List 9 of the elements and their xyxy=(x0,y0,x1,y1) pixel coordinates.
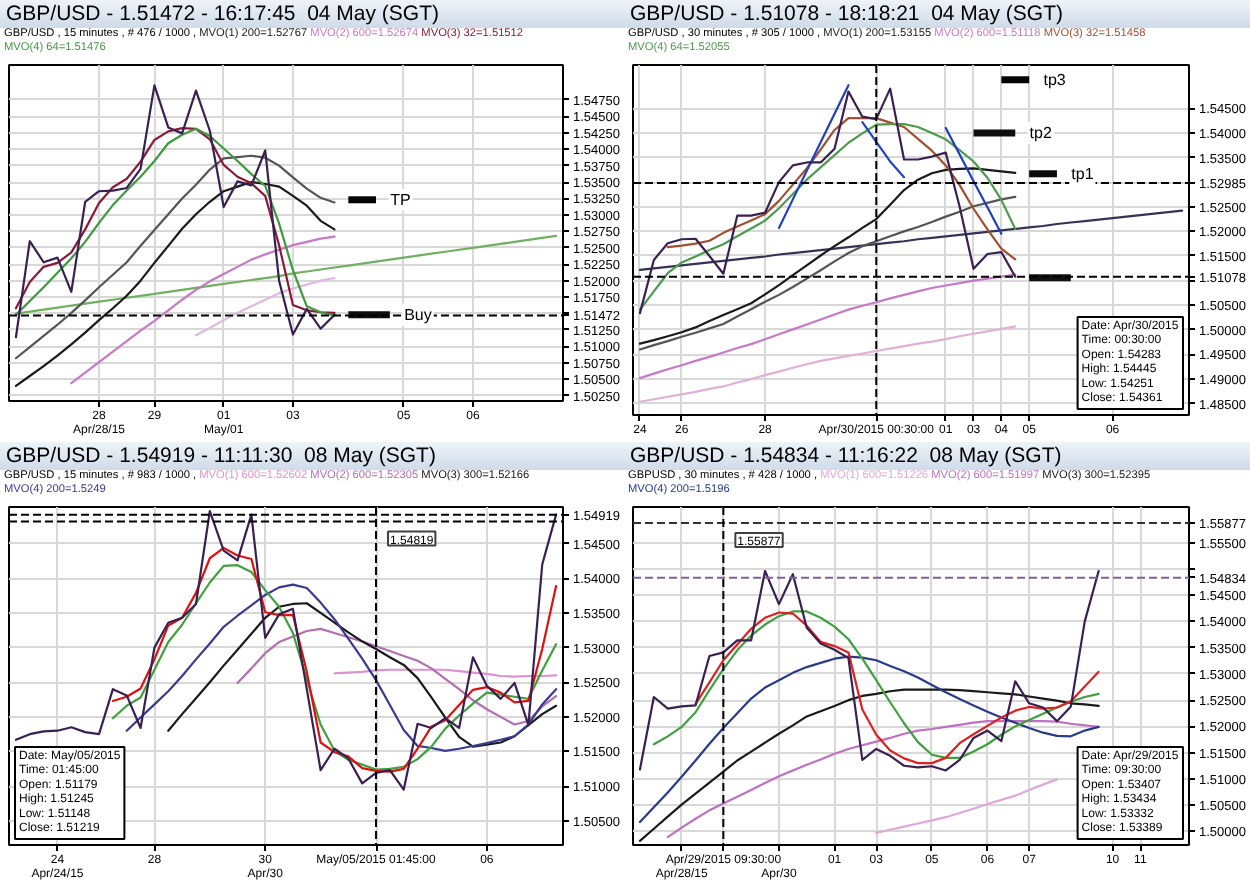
annotation: TP xyxy=(390,190,411,209)
chart-title: GBP/USD - 1.54834 - 11:16:22 08 May (SGT) xyxy=(630,442,1062,470)
annotation: Buy xyxy=(404,305,432,324)
chart-title: GBP/USD - 1.54919 - 11:11:30 08 May (SGT) xyxy=(6,442,436,470)
chart-title: GBP/USD - 1.51472 - 16:17:45 04 May (SGT) xyxy=(6,0,440,28)
annotation: tp3 xyxy=(1043,70,1067,89)
chart-title: GBP/USD - 1.51078 - 18:18:21 04 May (SGT) xyxy=(630,0,1064,28)
annotation: tp1 xyxy=(1071,164,1095,183)
annotation: tp2 xyxy=(1029,123,1053,142)
